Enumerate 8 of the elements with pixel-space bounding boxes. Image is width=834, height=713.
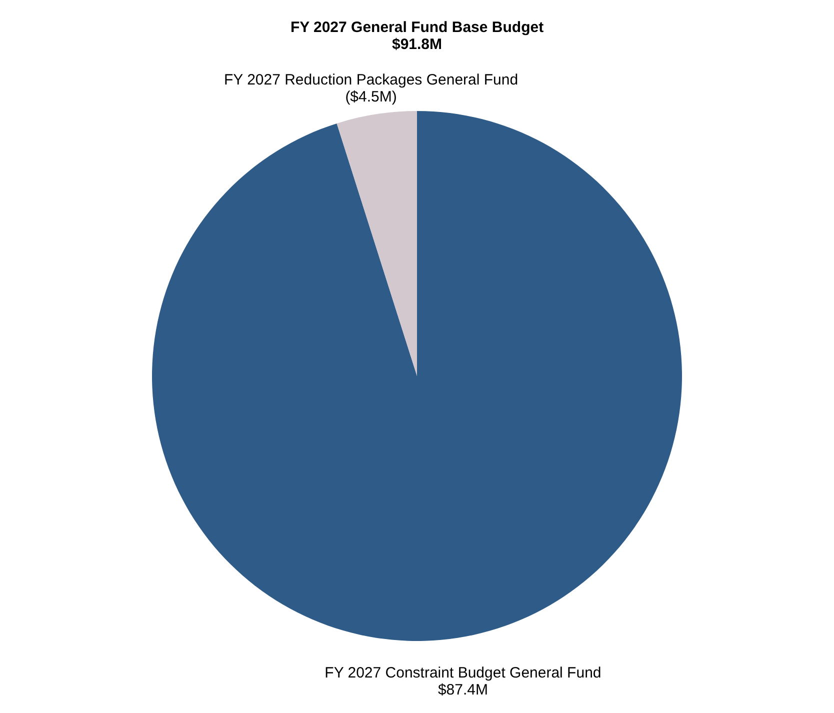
data-label: ($4.5M) — [345, 88, 397, 106]
pie-slice — [336, 111, 417, 376]
chart-title: FY 2027 General Fund Base Budget — [290, 19, 544, 36]
data-label: $87.4M — [438, 681, 488, 698]
pie-slice — [152, 111, 682, 641]
slice-label: FY 2027 Reduction Packages General Fund — [224, 72, 518, 89]
slice-label: FY 2027 Constraint Budget General Fund — [324, 664, 602, 682]
chart-subtitle: $91.8M — [392, 36, 442, 53]
